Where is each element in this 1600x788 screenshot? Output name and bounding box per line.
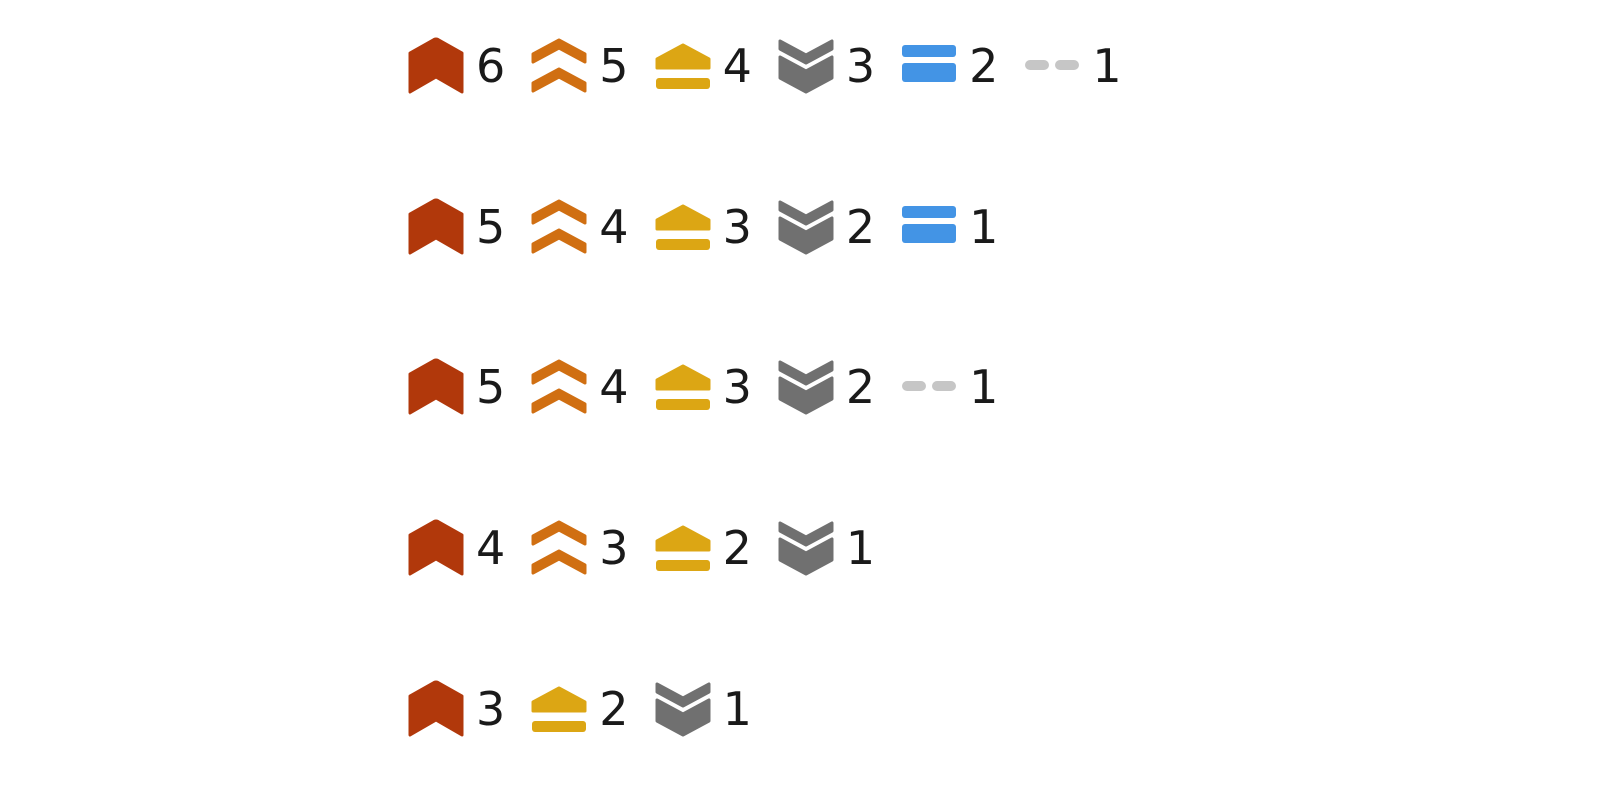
level-number: 4 [599, 360, 629, 414]
level-low: 3 [778, 37, 875, 95]
level-number: 2 [599, 682, 629, 736]
level-critical: 5 [408, 358, 505, 416]
level-number: 1 [722, 682, 752, 736]
level-critical: 3 [408, 680, 505, 738]
double-chevron-down-icon [655, 680, 711, 738]
level-number: 5 [476, 200, 506, 254]
double-chevron-up-icon [531, 37, 587, 95]
scale-row-3-levels: 3 2 1 [408, 680, 752, 738]
level-number: 1 [969, 200, 999, 254]
level-number: 3 [599, 521, 629, 575]
level-info: 2 [901, 37, 998, 95]
level-medium: 3 [655, 198, 752, 256]
double-bar-icon [901, 198, 957, 256]
level-critical: 5 [408, 198, 505, 256]
arrow-up-bar-icon [655, 37, 711, 95]
arrow-up-bar-icon [655, 198, 711, 256]
double-chevron-down-icon [778, 198, 834, 256]
level-critical: 4 [408, 519, 505, 577]
level-high: 4 [531, 358, 629, 416]
level-info: 1 [901, 198, 998, 256]
level-number: 4 [599, 200, 629, 254]
level-low: 2 [778, 198, 875, 256]
level-none: 1 [1024, 37, 1122, 95]
critical-flag-icon [408, 37, 464, 95]
arrow-up-bar-icon [531, 680, 587, 738]
level-critical: 6 [408, 37, 505, 95]
level-number: 4 [476, 521, 506, 575]
level-number: 2 [722, 521, 752, 575]
level-number: 2 [845, 200, 876, 254]
level-high: 5 [531, 37, 629, 95]
level-low: 1 [778, 519, 875, 577]
level-low: 2 [778, 358, 875, 416]
level-number: 5 [476, 360, 506, 414]
level-medium: 4 [655, 37, 752, 95]
level-medium: 2 [655, 519, 752, 577]
critical-flag-icon [408, 519, 464, 577]
level-medium: 3 [655, 358, 752, 416]
level-number: 1 [1092, 39, 1122, 93]
dashed-line-icon [901, 358, 957, 416]
double-bar-icon [901, 37, 957, 95]
level-number: 2 [845, 360, 876, 414]
double-chevron-down-icon [778, 519, 834, 577]
level-high: 3 [531, 519, 629, 577]
level-medium: 2 [531, 680, 629, 738]
critical-flag-icon [408, 358, 464, 416]
level-number: 3 [722, 200, 752, 254]
double-chevron-up-icon [531, 519, 587, 577]
critical-flag-icon [408, 680, 464, 738]
level-number: 1 [969, 360, 999, 414]
double-chevron-down-icon [778, 358, 834, 416]
scale-row-5-levels-info: 5 4 3 2 1 [408, 198, 998, 256]
scale-row-4-levels: 4 3 2 1 [408, 519, 875, 577]
level-number: 2 [969, 39, 999, 93]
level-number: 3 [476, 682, 506, 736]
level-number: 3 [845, 39, 876, 93]
double-chevron-up-icon [531, 358, 587, 416]
arrow-up-bar-icon [655, 519, 711, 577]
level-low: 1 [655, 680, 752, 738]
scale-row-5-levels-none: 5 4 3 2 1 [408, 358, 998, 416]
double-chevron-up-icon [531, 198, 587, 256]
level-none: 1 [901, 358, 998, 416]
level-number: 1 [845, 521, 876, 575]
level-number: 5 [599, 39, 629, 93]
scale-row-6-levels: 6 5 4 3 2 [408, 37, 1122, 95]
dashed-line-icon [1024, 37, 1080, 95]
level-number: 4 [722, 39, 752, 93]
arrow-up-bar-icon [655, 358, 711, 416]
critical-flag-icon [408, 198, 464, 256]
level-number: 6 [476, 39, 506, 93]
level-high: 4 [531, 198, 629, 256]
double-chevron-down-icon [778, 37, 834, 95]
level-number: 3 [722, 360, 752, 414]
